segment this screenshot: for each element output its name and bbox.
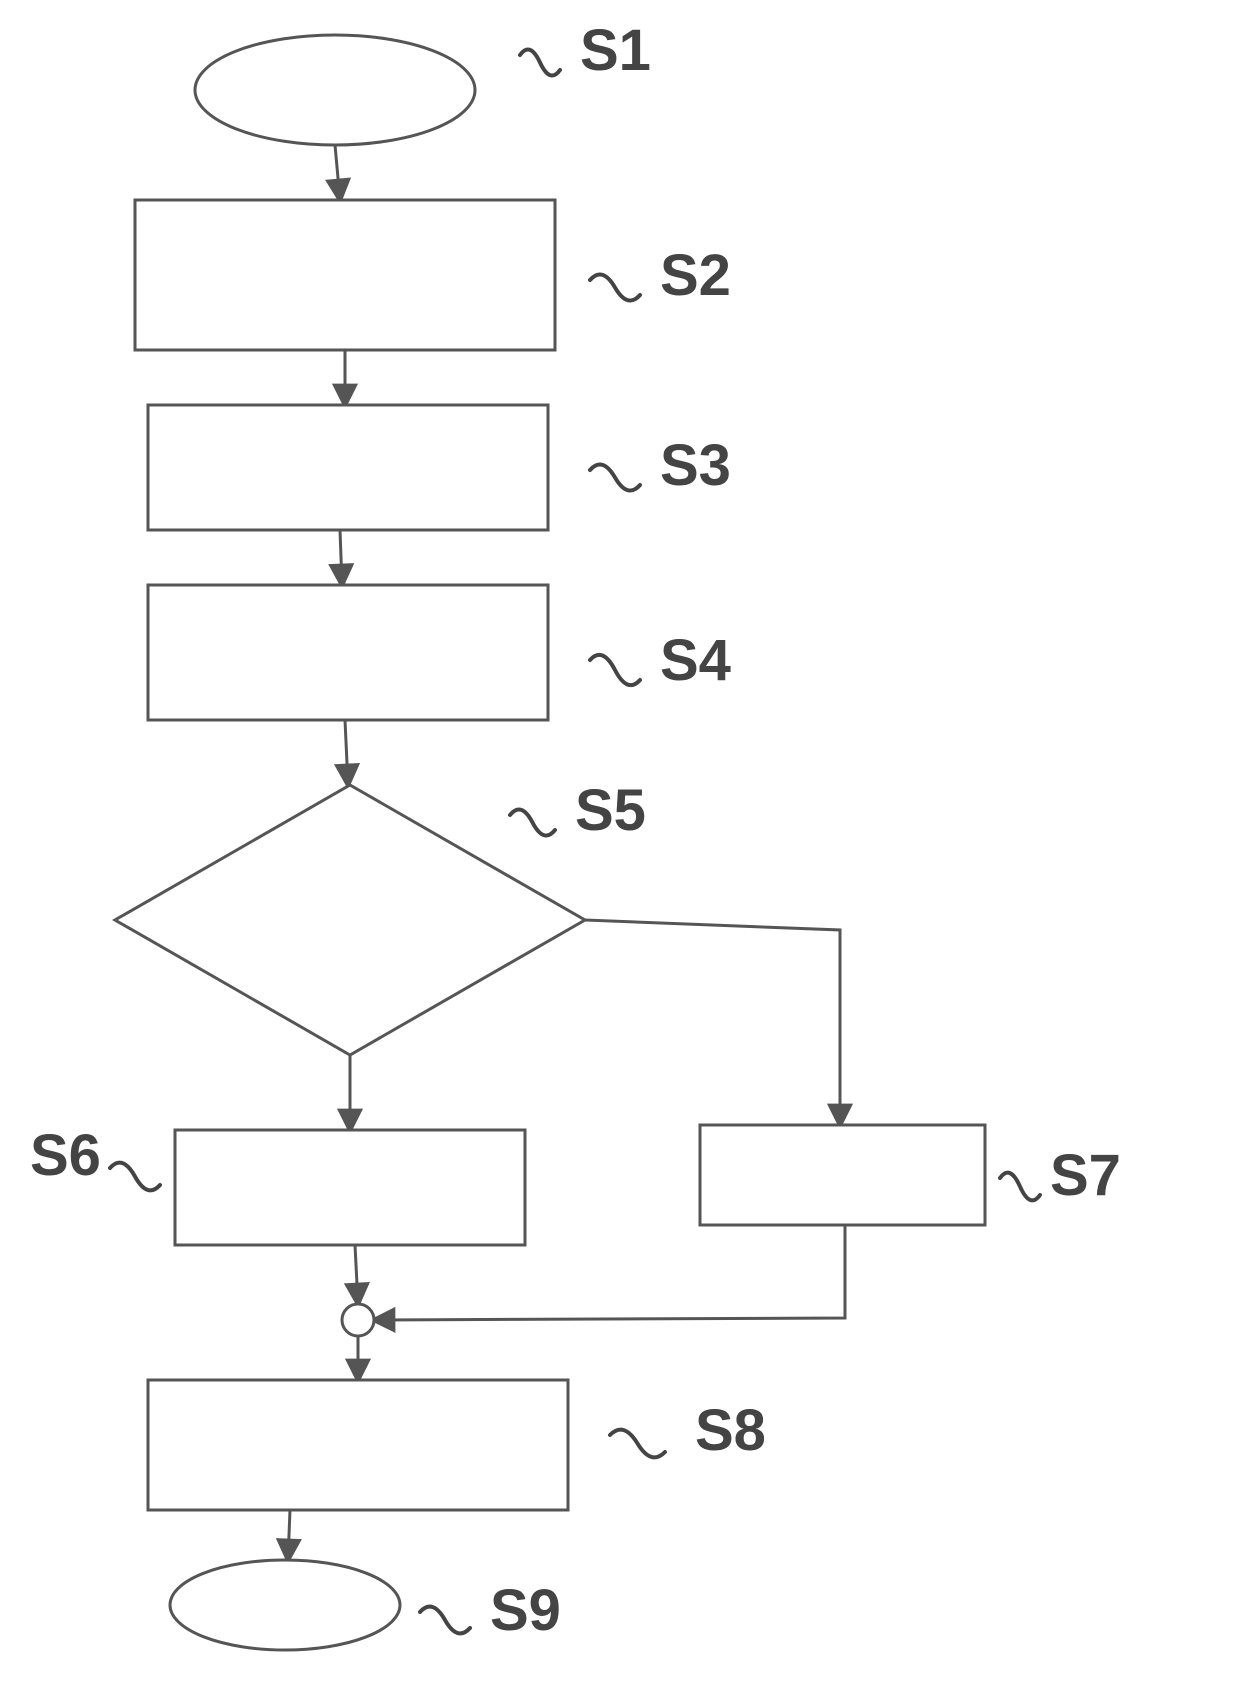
edge-s1-s2 bbox=[335, 145, 340, 200]
edge-s8-s9 bbox=[288, 1510, 290, 1560]
node-s8 bbox=[148, 1380, 568, 1510]
tilde-s8 bbox=[610, 1430, 665, 1458]
edge-s4-s5 bbox=[345, 720, 348, 785]
node-s3 bbox=[148, 405, 548, 530]
node-s9 bbox=[170, 1560, 400, 1650]
label-s1: S1 bbox=[580, 18, 651, 83]
label-s5: S5 bbox=[575, 778, 646, 843]
label-s2: S2 bbox=[660, 243, 731, 308]
node-s6 bbox=[175, 1130, 525, 1245]
label-s7: S7 bbox=[1050, 1143, 1121, 1208]
tilde-s6 bbox=[110, 1163, 160, 1191]
tilde-s4 bbox=[590, 655, 640, 685]
shapes bbox=[115, 35, 985, 1650]
tilde-s2 bbox=[590, 274, 640, 300]
edge-s5r-s7 bbox=[585, 920, 840, 1125]
node-s7 bbox=[700, 1125, 985, 1225]
label-s6: S6 bbox=[30, 1123, 101, 1188]
edge-s6-j bbox=[355, 1245, 358, 1304]
tilde-s1 bbox=[520, 49, 560, 75]
edge-s3-s4 bbox=[340, 530, 342, 585]
node-s1 bbox=[195, 35, 475, 145]
label-s3: S3 bbox=[660, 433, 731, 498]
label-s4: S4 bbox=[660, 628, 731, 693]
tilde-s7 bbox=[1000, 1173, 1040, 1201]
label-s9: S9 bbox=[490, 1578, 561, 1643]
flowchart: S1 S2 S3 S4 S5 S6 S7 S8 S9 bbox=[0, 0, 1240, 1682]
node-j bbox=[342, 1304, 374, 1336]
node-s2 bbox=[135, 200, 555, 350]
node-s5 bbox=[115, 785, 585, 1055]
tilde-s5 bbox=[510, 809, 555, 835]
tilde-s3 bbox=[590, 464, 640, 490]
node-s4 bbox=[148, 585, 548, 720]
label-s8: S8 bbox=[695, 1398, 766, 1463]
tilde-s9 bbox=[420, 1607, 470, 1634]
